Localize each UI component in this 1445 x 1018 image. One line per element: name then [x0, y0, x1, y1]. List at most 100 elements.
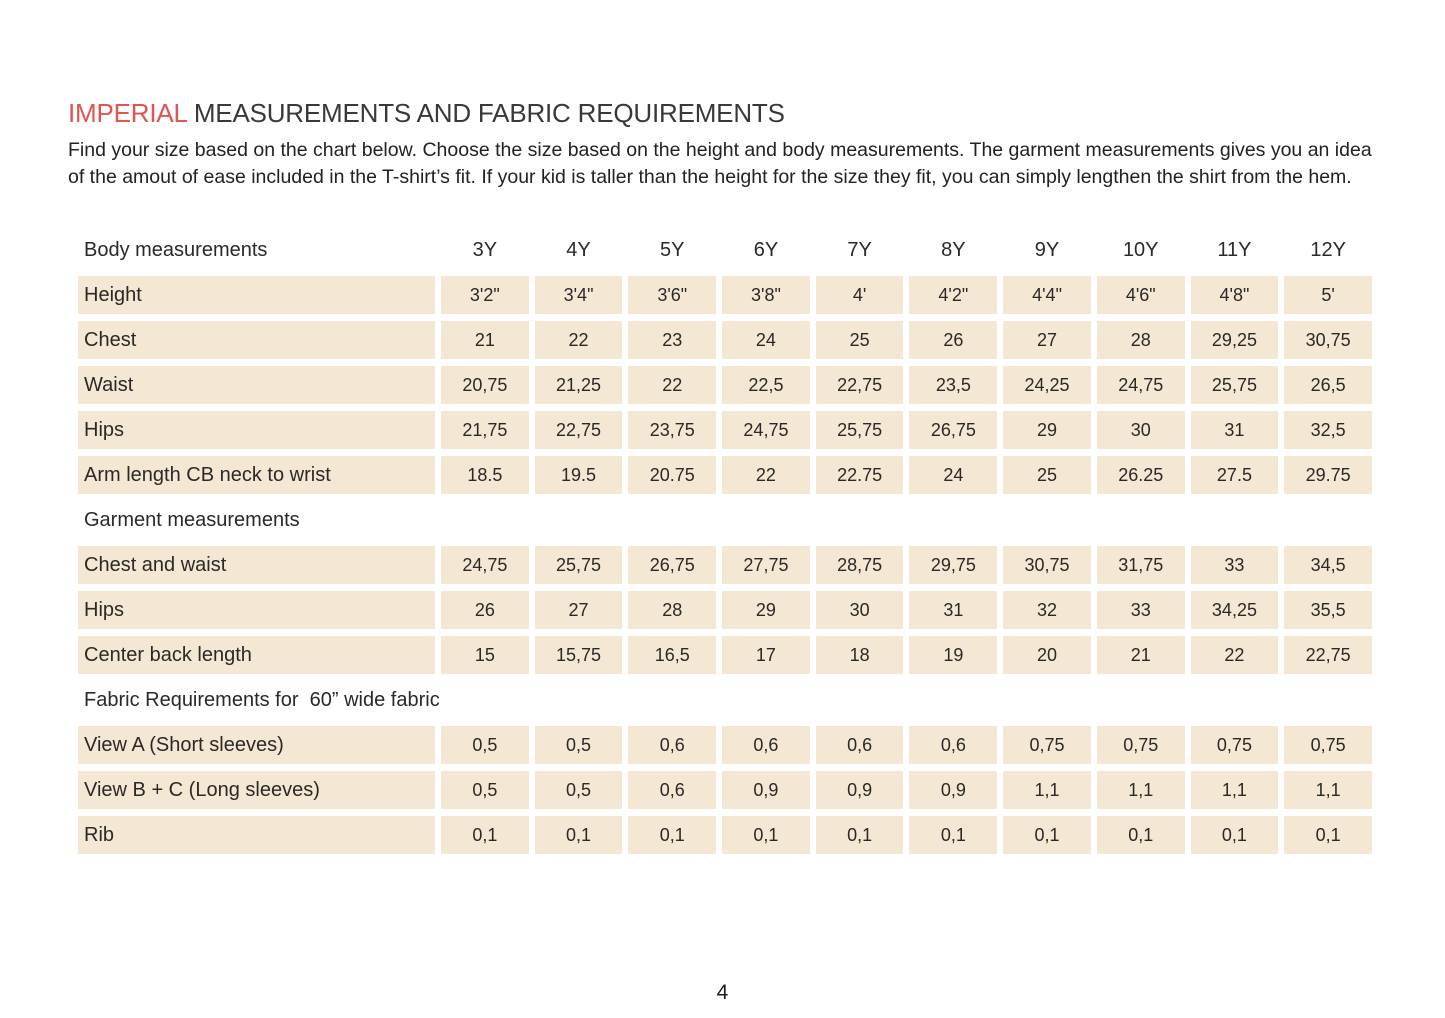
cell-value: 34,5 [1284, 546, 1372, 584]
cell-value: 0,5 [441, 771, 529, 809]
cell-value: 21,25 [534, 366, 623, 404]
cell-value: 20.75 [628, 456, 717, 494]
cell-value: 29 [1003, 411, 1091, 449]
cell-value: 29.75 [1284, 456, 1372, 494]
cell-value: 0,75 [1284, 726, 1372, 764]
page-title-rest: MEASUREMENTS AND FABRIC REQUIREMENTS [193, 98, 785, 128]
cell-value: 26,5 [1284, 366, 1372, 404]
cell-value: 34,25 [1190, 591, 1279, 629]
cell-value: 23,75 [628, 411, 717, 449]
cell-value: 24,75 [1096, 366, 1185, 404]
cell-value: 0,75 [1003, 726, 1091, 764]
cell-value: 0,6 [722, 726, 810, 764]
cell-value: 23 [628, 321, 717, 359]
column-header-8y: 8Y [941, 238, 966, 261]
cell-value: 25,75 [815, 411, 904, 449]
row-label: Center back length [78, 636, 435, 674]
section-header: Body measurements [84, 238, 268, 261]
cell-value: 30,75 [1003, 546, 1091, 584]
section-header: Fabric Requirements for 60” wide fabric [84, 688, 440, 711]
row-label: Chest [78, 321, 435, 359]
cell-value: 21 [441, 321, 529, 359]
cell-value: 1,1 [1284, 771, 1372, 809]
cell-value: 0,1 [1190, 816, 1279, 854]
cell-value: 26,75 [628, 546, 717, 584]
cell-value: 4'2" [909, 276, 998, 314]
row-label: Arm length CB neck to wrist [78, 456, 435, 494]
cell-value: 4'4" [1003, 276, 1091, 314]
row-label: View A (Short sleeves) [78, 726, 435, 764]
cell-value: 21,75 [441, 411, 529, 449]
cell-value: 22 [722, 456, 810, 494]
cell-value: 0,1 [909, 816, 998, 854]
document-header: IMPERIAL MEASUREMENTS AND FABRIC REQUIRE… [68, 98, 1380, 190]
cell-value: 33 [1190, 546, 1279, 584]
cell-value: 1,1 [1003, 771, 1091, 809]
cell-value: 27 [1003, 321, 1091, 359]
cell-value: 25 [815, 321, 904, 359]
intro-paragraph: Find your size based on the chart below.… [68, 139, 1372, 188]
cell-value: 0,1 [628, 816, 717, 854]
cell-value: 19.5 [534, 456, 623, 494]
cell-value: 0,6 [628, 771, 717, 809]
cell-value: 27 [534, 591, 623, 629]
column-header-12y: 12Y [1310, 238, 1346, 261]
cell-value: 0,1 [815, 816, 904, 854]
cell-value: 0,5 [534, 771, 623, 809]
column-header-9y: 9Y [1034, 238, 1060, 261]
column-header-6y: 6Y [753, 238, 779, 261]
cell-value: 25,75 [534, 546, 623, 584]
cell-value: 28,75 [815, 546, 904, 584]
cell-value: 15 [441, 636, 529, 674]
cell-value: 0,1 [1096, 816, 1185, 854]
cell-value: 30,75 [1284, 321, 1372, 359]
cell-value: 0,1 [441, 816, 529, 854]
cell-value: 22,75 [815, 366, 904, 404]
cell-value: 20 [1003, 636, 1091, 674]
column-header-4y: 4Y [566, 238, 591, 261]
cell-value: 24,75 [722, 411, 810, 449]
cell-value: 25,75 [1190, 366, 1279, 404]
cell-value: 4'8" [1190, 276, 1279, 314]
cell-value: 5' [1284, 276, 1372, 314]
column-header-10y: 10Y [1122, 238, 1159, 261]
column-header-11y: 11Y [1217, 238, 1252, 261]
cell-value: 18.5 [441, 456, 529, 494]
cell-value: 31,75 [1096, 546, 1185, 584]
cell-value: 0,1 [1003, 816, 1091, 854]
cell-value: 4' [815, 276, 904, 314]
cell-value: 18 [815, 636, 904, 674]
cell-value: 33 [1096, 591, 1185, 629]
cell-value: 3'4" [534, 276, 623, 314]
cell-value: 25 [1003, 456, 1091, 494]
cell-value: 1,1 [1096, 771, 1185, 809]
cell-value: 22 [1190, 636, 1279, 674]
cell-value: 0,1 [722, 816, 810, 854]
cell-value: 0,9 [909, 771, 998, 809]
cell-value: 4'6" [1096, 276, 1185, 314]
row-label: Chest and waist [78, 546, 435, 584]
cell-value: 16,5 [628, 636, 717, 674]
row-label: Height [78, 276, 435, 314]
cell-value: 22,75 [1284, 636, 1372, 674]
row-label: Hips [78, 591, 435, 629]
cell-value: 17 [722, 636, 810, 674]
cell-value: 29,25 [1190, 321, 1279, 359]
cell-value: 0,9 [815, 771, 904, 809]
row-label: Waist [78, 366, 435, 404]
cell-value: 22,75 [534, 411, 623, 449]
cell-value: 31 [909, 591, 998, 629]
cell-value: 0,6 [909, 726, 998, 764]
cell-value: 26 [909, 321, 998, 359]
cell-value: 35,5 [1284, 591, 1372, 629]
cell-value: 30 [1096, 411, 1185, 449]
cell-value: 32,5 [1284, 411, 1372, 449]
cell-value: 32 [1003, 591, 1091, 629]
cell-value: 29 [722, 591, 810, 629]
cell-value: 0,1 [534, 816, 623, 854]
cell-value: 24,25 [1003, 366, 1091, 404]
cell-value: 28 [628, 591, 717, 629]
cell-value: 29,75 [909, 546, 998, 584]
cell-value: 27,75 [722, 546, 810, 584]
cell-value: 0,5 [534, 726, 623, 764]
